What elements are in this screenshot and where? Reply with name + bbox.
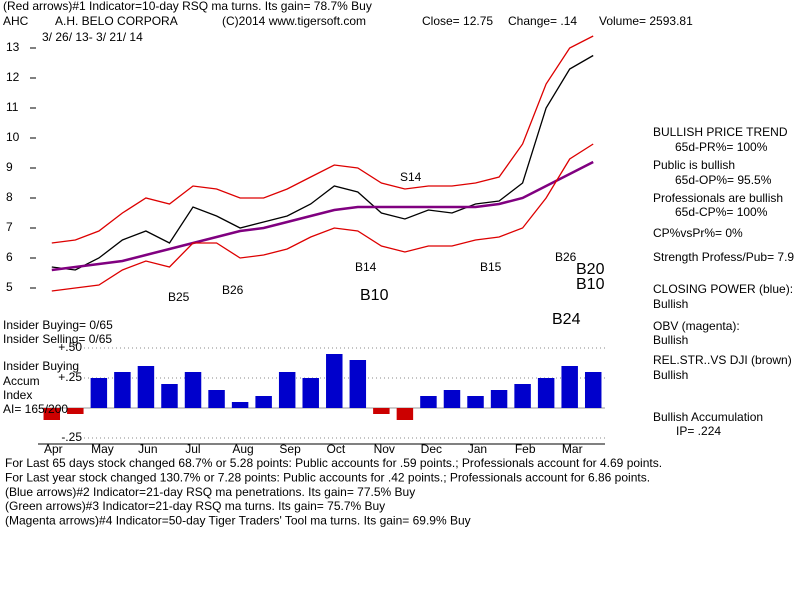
series-line [51,143,594,292]
x-tick-label: Dec [421,442,442,456]
signal-label: B26 [222,283,244,297]
date-range: 3/ 26/ 13- 3/ 21/ 14 [42,30,143,44]
footer-line: For Last year stock changed 130.7% or 7.… [5,470,650,484]
header: (Red arrows)#1 Indicator=10-day RSQ ma t… [3,0,372,13]
side-label: Bullish [653,368,688,382]
signal-label: B15 [480,260,502,274]
bar [90,378,108,408]
x-tick-label: Feb [515,442,536,456]
x-tick-label: Nov [374,442,395,456]
bar [467,396,484,408]
side-label: Professionals are bullish [653,191,783,205]
x-tick-label: Jul [185,442,200,456]
side-label: BULLISH PRICE TREND [653,125,788,139]
x-tick-label: Jan [468,442,487,456]
bar [302,378,319,408]
x-tick-label: May [91,442,114,456]
bar [490,390,508,408]
bar [514,384,531,408]
signal-label: B10 [360,287,389,304]
left-label: Index [3,388,32,402]
footer-line: For Last 65 days stock changed 68.7% or … [5,456,662,470]
bar [396,408,414,420]
left-label: Insider Selling= 0/65 [3,332,112,346]
y-tick-label: 7 [6,220,13,234]
series-line [51,54,594,271]
side-label: Bullish [653,333,688,347]
left-label: Accum [3,374,40,388]
bar [67,408,84,414]
footer-line: (Magenta arrows)#4 Indicator=50-day Tige… [5,513,471,527]
side-label: 65d-PR%= 100% [675,140,768,154]
y-tick-label: 10 [6,130,20,144]
y-tick-label: 12 [6,70,20,84]
left-label: Insider Buying [3,359,79,373]
side-label: Bullish Accumulation [653,410,763,424]
x-tick-label: Oct [327,442,346,456]
bar [231,402,249,408]
left-label: AI= 165/200 [3,402,68,416]
x-tick-label: Apr [44,442,63,456]
series-line [51,35,594,244]
footer-line: (Blue arrows)#2 Indicator=21-day RSQ ma … [5,485,415,499]
bar [373,408,390,414]
x-tick-label: Sep [279,442,301,456]
y-tick-label: +.25 [58,370,82,384]
y-tick-label: +.50 [58,340,82,354]
side-label: IP= .224 [676,424,721,438]
bar [43,408,61,420]
bar [278,372,296,408]
bar [326,354,343,408]
series-line [51,160,594,272]
bar [443,390,461,408]
bar [561,366,578,408]
side-label: Bullish [653,297,688,311]
y-tick-label: 13 [6,40,20,54]
close: Close= 12.75 [422,14,493,28]
x-tick-label: Aug [232,442,253,456]
bar [208,390,225,408]
signal-label: B20 [576,261,605,278]
y-tick-label: 8 [6,190,13,204]
bar [161,384,178,408]
signal-label: B24 [552,311,581,328]
copyright: (C)2014 www.tigersoft.com [222,14,366,28]
side-label: REL.STR..VS DJI (brown) [653,353,792,367]
bar [184,372,202,408]
signal-label: B25 [168,290,190,304]
y-tick-label: 6 [6,250,13,264]
side-label: 65d-CP%= 100% [675,205,768,219]
change: Change= .14 [508,14,577,28]
bar [584,372,602,408]
x-tick-label: Jun [138,442,157,456]
side-label: CP%vsPr%= 0% [653,226,743,240]
signal-label: B26 [555,250,577,264]
bar [420,396,437,408]
signal-label: B10 [576,276,605,293]
bar [255,396,272,408]
side-label: OBV (magenta): [653,319,740,333]
bar [349,360,367,408]
signal-label: S14 [400,170,422,184]
footer-line: (Green arrows)#3 Indicator=21-day RSQ ma… [5,499,385,513]
side-label: 65d-OP%= 95.5% [675,173,772,187]
symbol: AHC [3,14,29,28]
x-tick-label: Mar [562,442,583,456]
bar [537,378,555,408]
company: A.H. BELO CORPORA [55,14,178,28]
y-tick-label: 11 [6,100,19,114]
side-label: CLOSING POWER (blue): [653,282,793,296]
side-label: Strength Profess/Pub= 7.9 [653,250,794,264]
bar [114,372,131,408]
side-label: Public is bullish [653,158,735,172]
volume: Volume= 2593.81 [599,14,693,28]
bar [137,366,155,408]
left-label: Insider Buying= 0/65 [3,318,113,332]
y-tick-label: -.25 [61,430,82,444]
y-tick-label: 5 [6,280,13,294]
signal-label: B14 [355,260,377,274]
y-tick-label: 9 [6,160,13,174]
